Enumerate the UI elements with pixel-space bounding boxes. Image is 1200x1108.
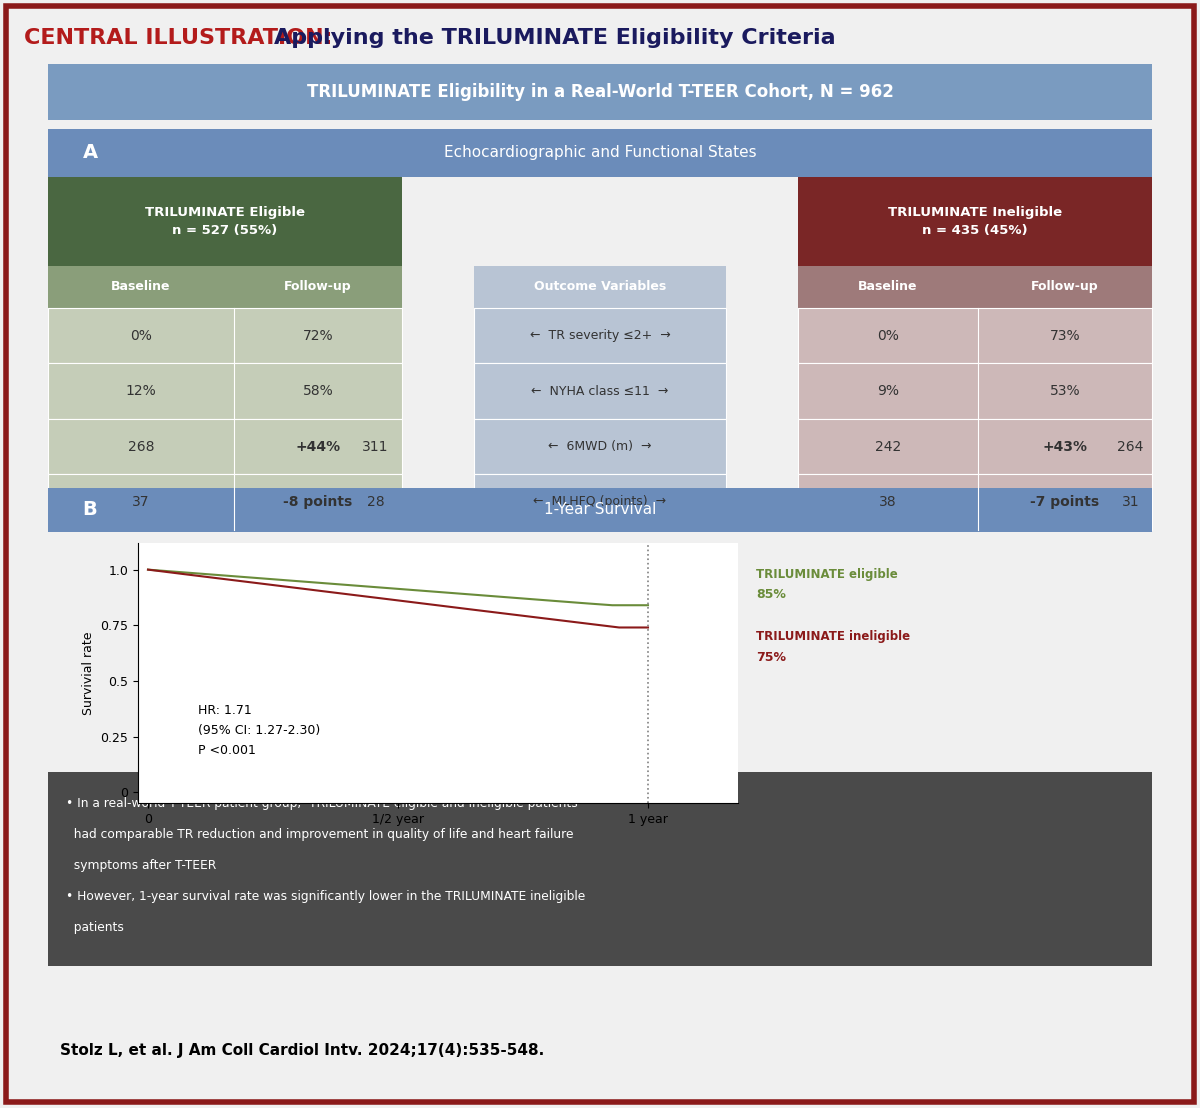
Text: TRILUMINATE Eligible
n = 527 (55%): TRILUMINATE Eligible n = 527 (55%) [145,206,305,237]
Text: TRILUMINATE ineligible: TRILUMINATE ineligible [756,630,910,643]
Text: Stolz L, et al. J Am Coll Cardiol Intv. 2024;17(4):535-548.: Stolz L, et al. J Am Coll Cardiol Intv. … [60,1043,545,1058]
Text: 1-Year Survival: 1-Year Survival [544,502,656,517]
FancyBboxPatch shape [48,308,402,363]
FancyBboxPatch shape [474,308,726,363]
Text: +44%: +44% [295,440,341,453]
Text: had comparable TR reduction and improvement in quality of life and heart failure: had comparable TR reduction and improvem… [66,828,574,841]
Text: 85%: 85% [756,588,786,602]
Text: • However, 1-year survival rate was significantly lower in the TRILUMINATE ineli: • However, 1-year survival rate was sign… [66,890,586,903]
FancyBboxPatch shape [48,772,1152,966]
Text: A: A [83,143,97,163]
Text: Baseline: Baseline [858,280,918,294]
Text: 72%: 72% [302,329,334,342]
Text: 12%: 12% [126,384,156,398]
Text: ←  6MWD (m)  →: ← 6MWD (m) → [548,440,652,453]
FancyBboxPatch shape [798,266,1152,308]
Text: 9%: 9% [877,384,899,398]
Text: Follow-up: Follow-up [1031,280,1099,294]
Text: 53%: 53% [1050,384,1080,398]
Text: -8 points: -8 points [283,495,353,509]
FancyBboxPatch shape [48,363,402,419]
Text: Baseline: Baseline [112,280,170,294]
FancyBboxPatch shape [474,363,726,419]
Text: 0%: 0% [130,329,152,342]
Text: patients: patients [66,921,124,934]
Text: 31: 31 [1122,495,1139,509]
Text: 58%: 58% [302,384,334,398]
Text: 242: 242 [875,440,901,453]
Text: +43%: +43% [1043,440,1087,453]
FancyBboxPatch shape [798,308,1152,363]
FancyBboxPatch shape [798,363,1152,419]
Text: 38: 38 [880,495,896,509]
Text: 37: 37 [132,495,150,509]
FancyBboxPatch shape [48,266,402,308]
FancyBboxPatch shape [798,177,1152,266]
Text: Applying the TRILUMINATE Eligibility Criteria: Applying the TRILUMINATE Eligibility Cri… [274,28,835,48]
Text: 268: 268 [127,440,155,453]
FancyBboxPatch shape [48,474,402,530]
Text: 75%: 75% [756,652,786,664]
Text: 73%: 73% [1050,329,1080,342]
Text: • In a real-world T-TEER patient group,  TRILUMINATE eligible and ineligible pat: • In a real-world T-TEER patient group, … [66,797,577,810]
FancyBboxPatch shape [474,419,726,474]
Text: 0%: 0% [877,329,899,342]
FancyBboxPatch shape [798,419,1152,474]
Text: ←  MLHFQ (points)  →: ← MLHFQ (points) → [534,495,666,509]
FancyBboxPatch shape [48,129,1152,177]
Text: TRILUMINATE Eligibility in a Real-World T-TEER Cohort, N = 962: TRILUMINATE Eligibility in a Real-World … [306,83,894,101]
Text: 311: 311 [362,440,389,453]
Text: 28: 28 [367,495,384,509]
Text: CENTRAL ILLUSTRATION:: CENTRAL ILLUSTRATION: [24,28,341,48]
Text: Outcome Variables: Outcome Variables [534,280,666,294]
Text: -7 points: -7 points [1031,495,1099,509]
Text: 264: 264 [1117,440,1144,453]
FancyBboxPatch shape [48,64,1152,120]
FancyBboxPatch shape [474,266,726,308]
Text: HR: 1.71
(95% CI: 1.27-2.30)
P <0.001: HR: 1.71 (95% CI: 1.27-2.30) P <0.001 [198,705,320,758]
FancyBboxPatch shape [48,177,402,266]
Text: TRILUMINATE eligible: TRILUMINATE eligible [756,567,898,581]
FancyBboxPatch shape [474,474,726,530]
Text: ←  TR severity ≤2+  →: ← TR severity ≤2+ → [529,329,671,342]
FancyBboxPatch shape [798,474,1152,530]
FancyBboxPatch shape [48,488,1152,532]
FancyBboxPatch shape [48,419,402,474]
Text: B: B [83,500,97,520]
Text: symptoms after T-TEER: symptoms after T-TEER [66,859,216,872]
Text: Follow-up: Follow-up [284,280,352,294]
Y-axis label: Survivial rate: Survivial rate [82,632,95,715]
Text: TRILUMINATE Ineligible
n = 435 (45%): TRILUMINATE Ineligible n = 435 (45%) [888,206,1062,237]
Text: ←  NYHA class ≤11  →: ← NYHA class ≤11 → [532,384,668,398]
Text: Echocardiographic and Functional States: Echocardiographic and Functional States [444,145,756,161]
